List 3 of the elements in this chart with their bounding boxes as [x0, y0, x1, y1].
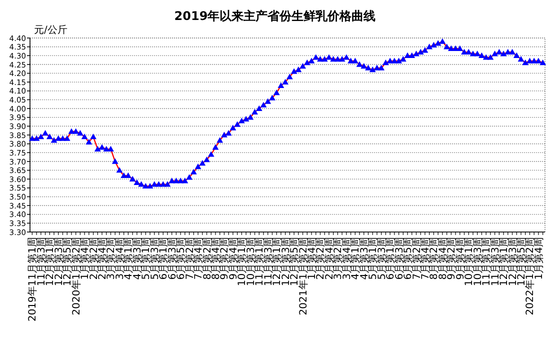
chart-title: 2019年以来主产省份生鲜乳价格曲线	[174, 9, 376, 23]
x-tick-label: 1月第4周	[532, 237, 545, 280]
y-axis-title: 元/公斤	[34, 24, 68, 36]
